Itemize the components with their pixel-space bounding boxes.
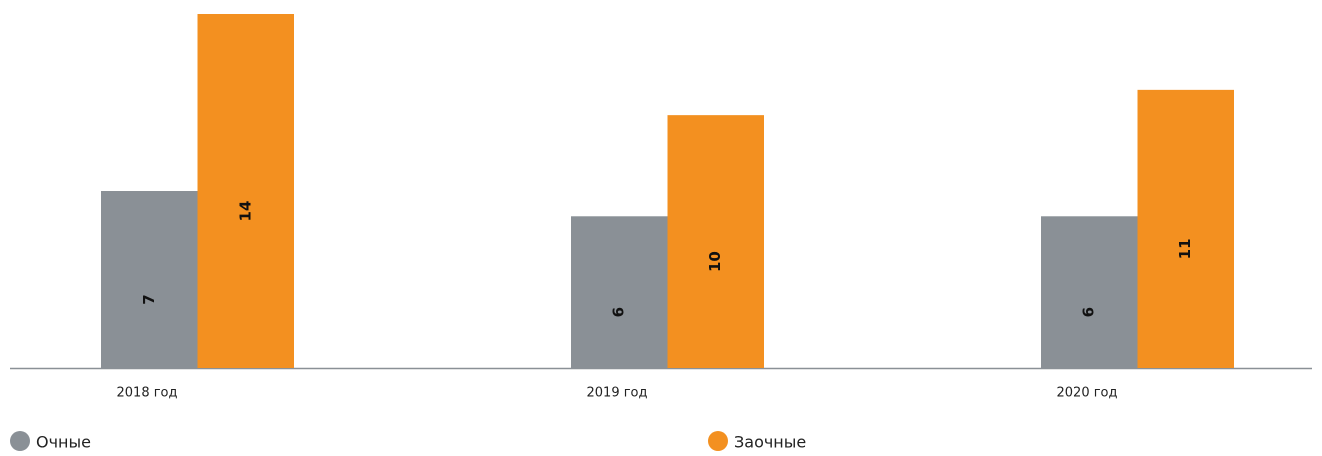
bar: [101, 191, 198, 368]
legend-swatch: [10, 431, 30, 451]
x-tick-label: 2018 год: [117, 386, 178, 401]
bar: [1041, 216, 1138, 368]
x-tick-label: 2020 год: [1057, 386, 1118, 401]
legend-swatch: [708, 431, 728, 451]
value-label: 6: [610, 307, 628, 317]
value-label: 10: [706, 251, 724, 272]
bar: [667, 115, 764, 369]
value-label: 7: [140, 294, 158, 304]
legend-label: Заочные: [734, 433, 806, 452]
x-tick-label: 2019 год: [587, 386, 648, 401]
value-label: 11: [1176, 238, 1194, 259]
legend-label: Очные: [36, 433, 91, 452]
bar: [1137, 89, 1234, 368]
value-label: 14: [236, 201, 254, 222]
value-label: 6: [1080, 307, 1098, 317]
bar: [571, 216, 668, 368]
bar: [197, 14, 294, 368]
